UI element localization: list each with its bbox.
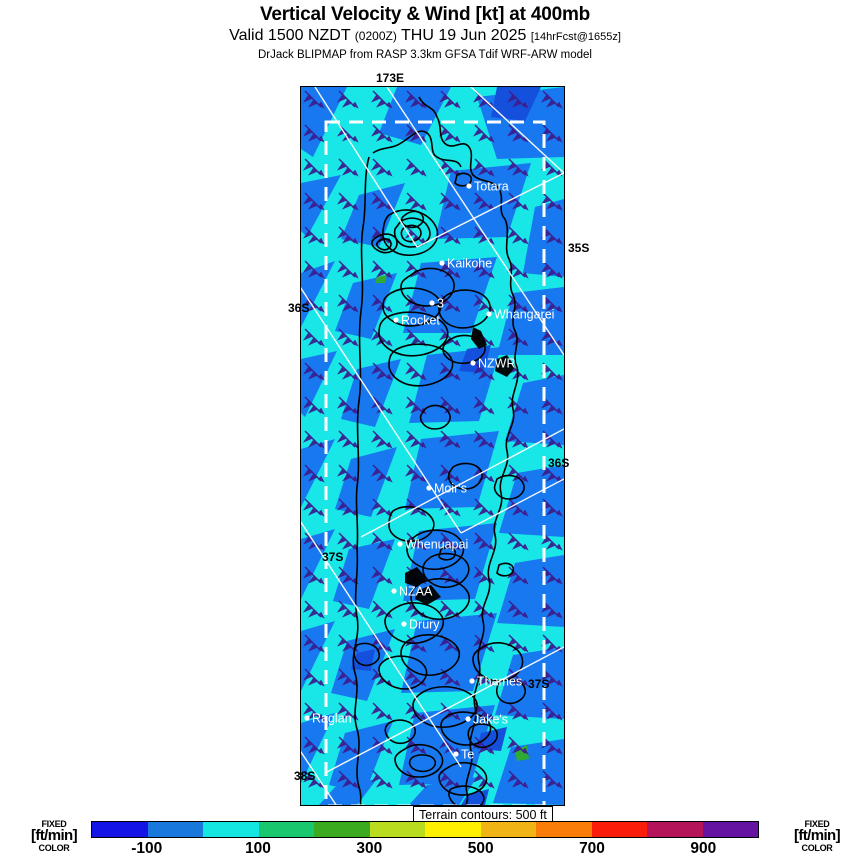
colorbar-segment-9 [591,822,647,837]
colorbar-segment-4 [314,822,370,837]
station-label: Totara [474,180,509,194]
valid-date: THU 19 Jun 2025 [400,27,527,44]
colorbar-segment-6 [425,822,481,837]
valid-prefix: Valid 1500 NZDT [229,27,351,44]
station-dot [453,751,459,757]
colorbar-fixed-label-right: FIXED [804,819,830,829]
geo-label-lat-35S-right: 35S [568,241,590,255]
colorbar-segment-5 [369,822,425,837]
colorbar-units-left: FIXED [ft/min] COLOR [22,820,86,860]
station-label: Whenuapai [405,538,468,552]
valid-time-line: Valid 1500 NZDT (0200Z) THU 19 Jun 2025 … [0,26,850,47]
station-dot [391,588,397,594]
station-layer: Totara Kaikohe 3 Rocket Whangarei NZWR Moir's W… [304,180,554,762]
geo-label-lon-173E: 173E [376,71,405,85]
station-thames[interactable]: Thames [469,675,522,689]
colorbar-units-label-right: [ft/min] [793,827,841,844]
colorbar-segment-8 [536,822,592,837]
forecast-map[interactable]: Totara Kaikohe 3 Rocket Whangarei NZWR Moir's W… [300,86,565,806]
station-dot [469,678,475,684]
station-dot [486,311,492,317]
station-label: 3 [437,297,444,311]
geo-label-lat-38S-left: 38S [294,769,316,783]
geo-label-lat-37S-left: 37S [322,550,344,564]
colorbar-tick-500: 500 [467,840,494,857]
colorbar-tick-labels: -100 100 300 500 700 900 [91,840,759,860]
model-line: DrJack BLIPMAP from RASP 3.3km GFSA Tdif… [257,49,592,61]
station-dot [401,621,407,627]
forecast-tag: [14hrFcst@1655z] [530,31,621,43]
colorbar-fixed-label-left: FIXED [41,819,67,829]
valid-utc: (0200Z) [354,29,397,43]
station-dot [466,183,472,189]
colorbar-area: FIXED [ft/min] COLOR -100 100 300 500 700 900… [0,820,850,860]
station-moirs[interactable]: Moir's [426,482,467,496]
station-whenuapai[interactable]: Whenuapai [397,538,468,552]
geo-label-lat-36S-left: 36S [288,301,310,315]
colorbar-units-label-left: [ft/min] [30,827,78,844]
colorbar-color-label-right: COLOR [801,843,833,853]
station-dot [470,360,476,366]
station-dot [439,260,445,266]
colorbar-units-right: FIXED [ft/min] COLOR [785,820,849,860]
map-canvas [301,87,564,805]
station-dot [304,715,310,721]
station-label: Rocket [401,314,440,328]
station-label: Whangarei [494,308,554,322]
station-dot [393,317,399,323]
station-nzwr[interactable]: NZWR [470,357,516,371]
header: Vertical Velocity & Wind [kt] at 400mb V… [0,0,850,62]
colorbar-segment-1 [147,822,203,837]
geo-label-lat-37S-right: 37S [528,677,550,691]
station-rocket[interactable]: Rocket [393,314,440,328]
colorbar-color-label-left: COLOR [38,843,70,853]
colorbar-tick-100: 100 [245,840,271,857]
colorbar-segment-3 [258,822,314,837]
colorbar-tick-700: 700 [579,840,605,857]
station-label: Jake's [473,713,508,727]
station-label: Drury [409,618,440,632]
station-label: NZAA [399,585,433,599]
station-kaikohe[interactable]: Kaikohe [439,257,492,271]
station-raglan[interactable]: Raglan [304,712,352,726]
station-te[interactable]: Te [453,748,474,762]
colorbar-tick-900: 900 [690,840,717,857]
station-label: Moir's [434,482,467,496]
station-label: Kaikohe [447,257,492,271]
station-nzaa[interactable]: NZAA [391,585,433,599]
geo-label-lat-36S-right: 36S [548,456,570,470]
colorbar-gradient[interactable] [91,821,759,838]
station-dot [426,485,432,491]
colorbar-segment-11 [702,822,758,837]
station-site-3[interactable]: 3 [429,297,444,311]
colorbar-segment-7 [480,822,536,837]
station-label: Te [461,748,474,762]
station-drury[interactable]: Drury [401,618,440,632]
station-whangarei[interactable]: Whangarei [486,308,554,322]
colorbar-segment-0 [92,822,148,837]
colorbar-tick-neg100: -100 [131,840,163,857]
station-label: NZWR [478,357,516,371]
station-dot [429,300,435,306]
page-title: Vertical Velocity & Wind [kt] at 400mb [259,4,591,25]
station-dot [397,541,403,547]
colorbar-tick-300: 300 [356,840,383,857]
station-jakes[interactable]: Jake's [465,713,508,727]
colorbar-segment-10 [647,822,703,837]
station-totara[interactable]: Totara [466,180,509,194]
colorbar-segment-2 [203,822,259,837]
station-label: Thames [477,675,522,689]
station-dot [465,716,471,722]
station-label: Raglan [312,712,352,726]
